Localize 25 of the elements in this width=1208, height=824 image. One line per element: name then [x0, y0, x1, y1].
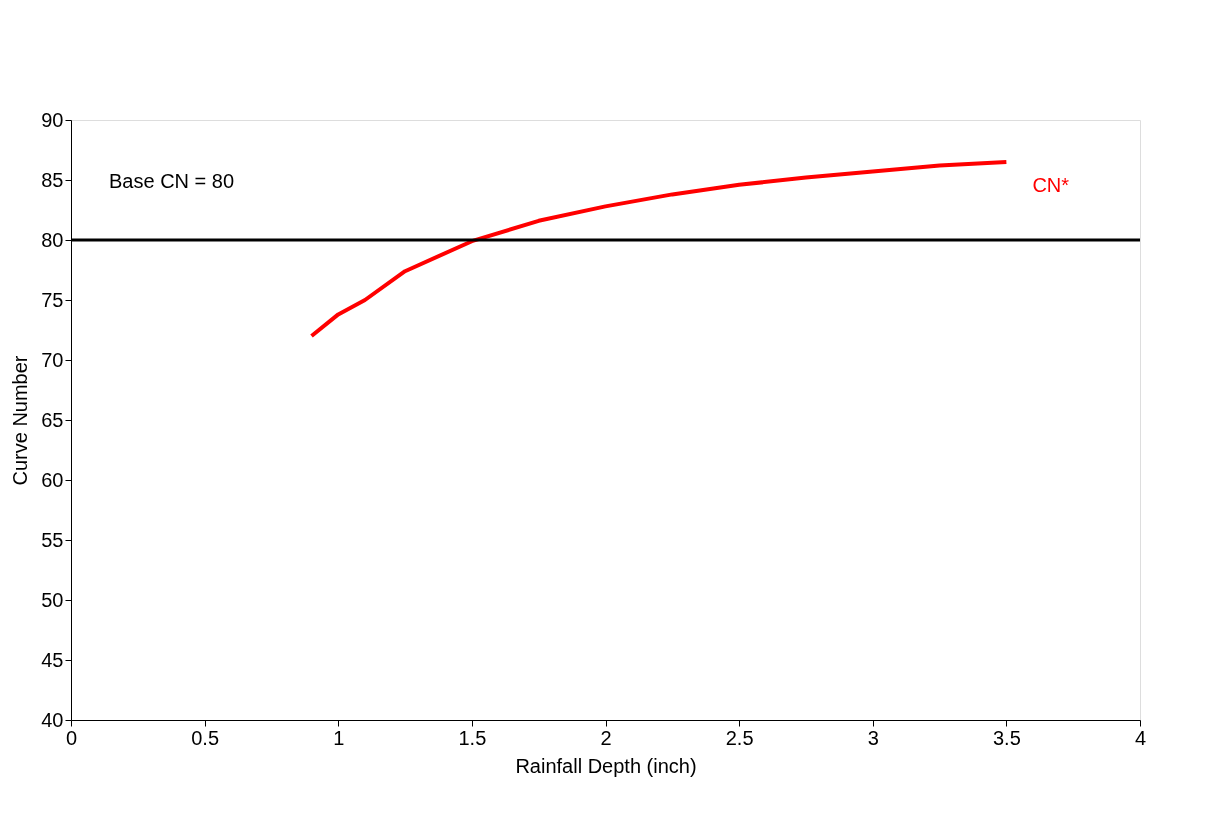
x-tick-label: 4 [1134, 726, 1147, 749]
y-tick-label: 40 [41, 708, 64, 731]
y-tick-label: 70 [41, 348, 64, 371]
x-tick-label: 0 [65, 726, 78, 749]
line-series [309, 160, 1009, 338]
y-tick-label: 75 [41, 288, 64, 311]
x-tick-label: 0.5 [191, 726, 220, 749]
y-tick-label: 45 [41, 648, 64, 671]
x-axis-title: Rainfall Depth (inch) [515, 754, 697, 777]
x-tick-label: 3 [867, 726, 879, 749]
y-tick-label: 85 [41, 168, 64, 191]
x-tick-label: 2.5 [725, 726, 754, 749]
x-tick-label: 1 [333, 726, 345, 749]
y-tick-label: 55 [41, 528, 64, 551]
y-tick-label: 65 [41, 408, 64, 431]
y-tick-label: 90 [41, 108, 64, 131]
y-tick-label: 60 [41, 468, 64, 491]
series-label: CN* [1032, 174, 1070, 196]
x-tick-label: 2 [600, 726, 612, 749]
ref-line-label: Base CN = 80 [109, 170, 235, 192]
y-axis-title: Curve Number [9, 355, 32, 486]
y-tick-label: 80 [41, 228, 64, 251]
y-tick-label: 50 [41, 588, 64, 611]
x-tick-label: 1.5 [458, 726, 487, 749]
x-tick-label: 3.5 [992, 726, 1021, 749]
